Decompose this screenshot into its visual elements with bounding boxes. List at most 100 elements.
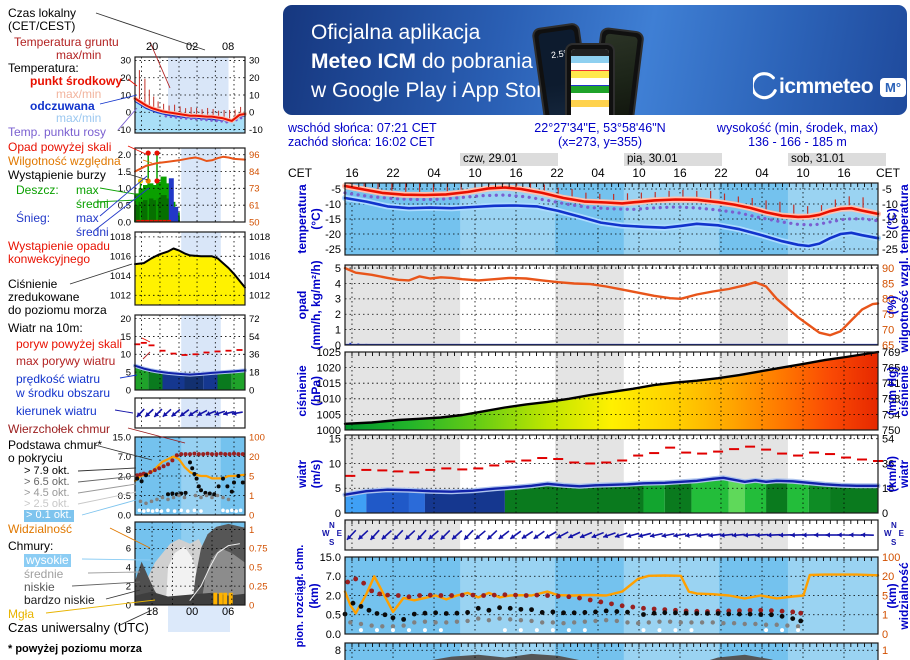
panel-mini-chmury: 8 6 4 2 0 1 0.75 0.5 0.25 0: [126, 521, 268, 611]
svg-text:-10: -10: [249, 125, 263, 136]
legend-label: > 0.1 okt.: [24, 509, 74, 522]
svg-text:50: 50: [249, 217, 260, 228]
legend-label: Widzialność: [8, 522, 73, 536]
hour-label: 22: [714, 166, 728, 180]
svg-text:1: 1: [882, 610, 888, 622]
panel-mini-cisnienie: 1018 1016 1014 1012 1018 1016 1014 1012: [110, 231, 270, 306]
svg-text:3: 3: [335, 294, 341, 306]
hour-label: 04: [591, 166, 605, 180]
svg-text:0.75: 0.75: [249, 544, 268, 555]
svg-text:1018: 1018: [249, 232, 270, 243]
panel-temperatura: -5 -10 -15 -20 -25 -5 -10 -15 -20 -25: [325, 182, 898, 256]
svg-text:750: 750: [882, 425, 900, 437]
compass-n: N: [329, 521, 335, 530]
svg-text:54: 54: [249, 332, 260, 343]
compass-e: E: [336, 529, 342, 538]
legend-label: Deszcz:: [16, 183, 59, 197]
svg-text:61: 61: [249, 201, 260, 212]
phone-mockup-center: [565, 43, 615, 115]
svg-text:0: 0: [249, 600, 254, 611]
svg-text:10: 10: [249, 90, 260, 101]
legend-label: średni: [76, 225, 109, 239]
svg-text:20: 20: [882, 571, 894, 583]
hour-label: 10: [796, 166, 810, 180]
legend-label: średni: [76, 197, 109, 211]
svg-text:2.0: 2.0: [118, 150, 131, 161]
svg-text:0: 0: [249, 385, 254, 396]
svg-text:85: 85: [882, 278, 894, 290]
day-label: czw, 29.01: [460, 153, 558, 166]
legend-label: średnie: [24, 567, 64, 581]
svg-text:30: 30: [120, 56, 131, 67]
svg-text:0.0: 0.0: [118, 510, 131, 521]
svg-text:70: 70: [882, 324, 894, 336]
legend-label: > 6.5 okt.: [24, 476, 70, 488]
svg-text:0.0: 0.0: [326, 629, 341, 641]
legend-label: > 4.5 okt.: [24, 487, 70, 499]
svg-text:10: 10: [120, 350, 131, 361]
svg-text:1014: 1014: [110, 271, 131, 282]
svg-text:18: 18: [249, 367, 260, 378]
compass-s: S: [329, 538, 335, 547]
axis-label: (m/s): [309, 459, 323, 489]
legend-label: 06: [222, 606, 235, 618]
legend-label: max/min: [56, 87, 102, 101]
svg-text:10: 10: [329, 458, 341, 470]
svg-text:5: 5: [126, 367, 131, 378]
svg-text:-25: -25: [325, 244, 341, 256]
hour-label: 22: [386, 166, 400, 180]
grid-text: (x=273, y=355): [557, 135, 643, 149]
axis-label: temperatura: [897, 184, 910, 254]
svg-text:54: 54: [882, 434, 894, 446]
svg-text:15: 15: [120, 332, 131, 343]
svg-text:5: 5: [335, 483, 341, 495]
compass-rose-right: N W E S: [884, 521, 904, 547]
svg-text:6: 6: [126, 544, 131, 555]
axis-label: ciśnienie: [897, 365, 910, 417]
panel-wiatr: 15 10 5 0 54 36 18 0: [329, 434, 895, 520]
legend-label: Mgła: [8, 607, 35, 621]
legend-label: 08: [222, 41, 235, 53]
svg-text:754: 754: [882, 409, 900, 421]
compass-s: S: [891, 538, 897, 547]
compass-n: N: [891, 521, 897, 530]
svg-text:80: 80: [882, 294, 894, 306]
axis-label: (km): [307, 583, 321, 609]
svg-text:2: 2: [126, 581, 131, 592]
legend-label: Wystąpienie burzy: [8, 168, 106, 182]
legend-label: max porywy wiatru: [16, 354, 116, 368]
svg-text:7.0: 7.0: [118, 452, 131, 463]
legend-label: o pokryciu: [8, 451, 63, 465]
svg-text:765: 765: [882, 362, 900, 374]
svg-text:20: 20: [249, 73, 260, 84]
svg-text:1000: 1000: [317, 425, 341, 437]
panel-mini-kierunek: [134, 397, 246, 429]
svg-text:1020: 1020: [317, 362, 341, 374]
hour-label: 04: [755, 166, 769, 180]
legend-label: * powyżej poziomu morza: [8, 643, 142, 655]
sunset-text: zachód słońca: 16:02 CET: [288, 135, 435, 149]
svg-text:10: 10: [120, 90, 131, 101]
svg-text:2: 2: [335, 309, 341, 321]
legend-label: 20: [146, 41, 159, 53]
panel-opad-wilgotnosc: 5 4 3 2 1 0 90 85 80 75 70 65: [335, 263, 894, 352]
app-banner[interactable]: Oficjalna aplikacja Meteo ICM do pobrani…: [283, 5, 907, 115]
logo-swoosh-icon: [753, 72, 777, 100]
svg-text:0.5: 0.5: [249, 563, 262, 574]
hour-label: 22: [550, 166, 564, 180]
legend-label: bardzo niskie: [24, 593, 95, 607]
legend-label: w środku obszaru: [16, 386, 111, 400]
legend-label: Czas lokalny: [8, 6, 77, 20]
svg-text:90: 90: [882, 263, 894, 275]
legend-label: prędkość wiatru: [16, 372, 101, 386]
svg-text:1025: 1025: [317, 347, 341, 359]
svg-text:1: 1: [249, 525, 254, 536]
svg-text:-15: -15: [882, 214, 898, 226]
legend-label: Chmury:: [8, 539, 54, 553]
svg-text:0: 0: [335, 508, 341, 520]
svg-text:20: 20: [249, 452, 260, 463]
legend-label: (CET/CEST): [8, 19, 76, 33]
legend-label: niskie: [24, 580, 55, 594]
